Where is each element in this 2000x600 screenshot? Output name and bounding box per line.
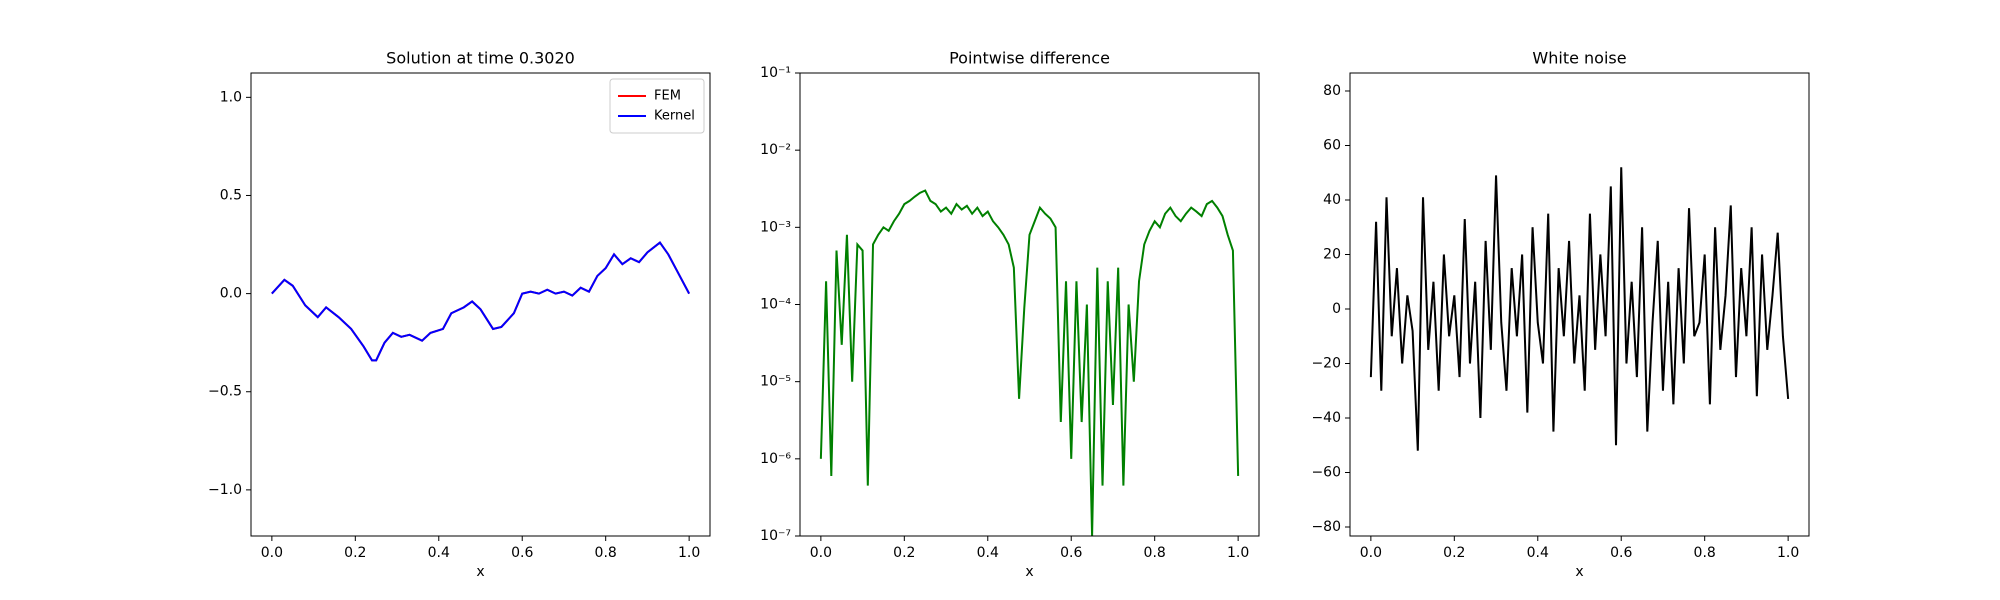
y-tick-label: 80 xyxy=(1323,83,1341,99)
y-tick-label: 10⁻⁴ xyxy=(760,297,791,313)
y-tick-label: 20 xyxy=(1323,246,1341,262)
axes-frame xyxy=(250,72,711,537)
x-tick-label: 0.2 xyxy=(1443,545,1465,561)
y-tick-label: −20 xyxy=(1311,355,1341,371)
y-tick-label: −1.0 xyxy=(208,482,242,498)
x-tick-label: 0.6 xyxy=(1060,545,1082,561)
data-line xyxy=(1369,167,1790,451)
data-line xyxy=(819,189,1240,536)
x-tick-label: 0.4 xyxy=(977,545,999,561)
axes-frame xyxy=(799,72,1260,537)
legend-label: Kernel xyxy=(654,109,695,124)
y-tick-label: 10⁻¹ xyxy=(760,65,791,81)
y-tick-label: 1.0 xyxy=(220,89,242,105)
x-tick-label: 0.8 xyxy=(1144,545,1166,561)
x-axis-label: x xyxy=(476,564,484,580)
x-tick-label: 0.2 xyxy=(344,545,366,561)
x-tick-label: 0.0 xyxy=(261,545,283,561)
y-tick-label: 10⁻² xyxy=(760,142,791,158)
x-tick-label: 0.8 xyxy=(595,545,617,561)
x-tick-label: 0.0 xyxy=(810,545,832,561)
y-tick-label: −80 xyxy=(1311,519,1341,535)
y-tick-label: 10⁻⁶ xyxy=(760,451,791,467)
x-axis-label: x xyxy=(1025,564,1033,580)
x-tick-label: 1.0 xyxy=(1227,545,1249,561)
y-tick-label: 10⁻³ xyxy=(760,219,791,235)
y-tick-label: 0.5 xyxy=(220,187,242,203)
x-tick-label: 0.8 xyxy=(1694,545,1716,561)
x-tick-label: 0.0 xyxy=(1360,545,1382,561)
chart-title: Solution at time 0.3020 xyxy=(386,49,575,68)
x-tick-label: 0.4 xyxy=(1527,545,1549,561)
y-tick-label: 40 xyxy=(1323,192,1341,208)
y-tick-label: −0.5 xyxy=(208,384,242,400)
x-tick-label: 0.6 xyxy=(1610,545,1632,561)
chart-title: White noise xyxy=(1532,49,1626,68)
data-line xyxy=(271,241,691,362)
y-tick-label: 10⁻⁷ xyxy=(760,528,791,544)
y-tick-label: −60 xyxy=(1311,465,1341,481)
axes-frame xyxy=(1349,72,1810,537)
x-tick-label: 1.0 xyxy=(1777,545,1799,561)
x-tick-label: 0.2 xyxy=(893,545,915,561)
y-tick-label: −40 xyxy=(1311,410,1341,426)
x-tick-label: 0.4 xyxy=(428,545,450,561)
legend-box xyxy=(609,78,705,134)
y-tick-label: 10⁻⁵ xyxy=(760,374,791,390)
x-axis-label: x xyxy=(1575,564,1583,580)
x-tick-label: 0.6 xyxy=(511,545,533,561)
x-tick-label: 1.0 xyxy=(678,545,700,561)
chart-title: Pointwise difference xyxy=(949,49,1110,68)
y-tick-label: 0 xyxy=(1332,301,1341,317)
y-tick-label: 60 xyxy=(1323,137,1341,153)
y-tick-label: 0.0 xyxy=(220,286,242,302)
legend-label: FEM xyxy=(654,89,681,104)
